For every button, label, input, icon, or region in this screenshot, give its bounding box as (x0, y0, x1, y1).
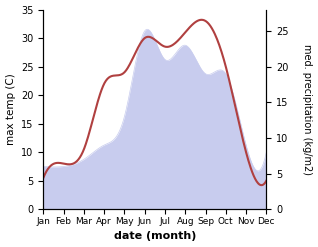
Y-axis label: max temp (C): max temp (C) (5, 74, 16, 145)
Y-axis label: med. precipitation (kg/m2): med. precipitation (kg/m2) (302, 44, 313, 175)
X-axis label: date (month): date (month) (114, 231, 196, 242)
